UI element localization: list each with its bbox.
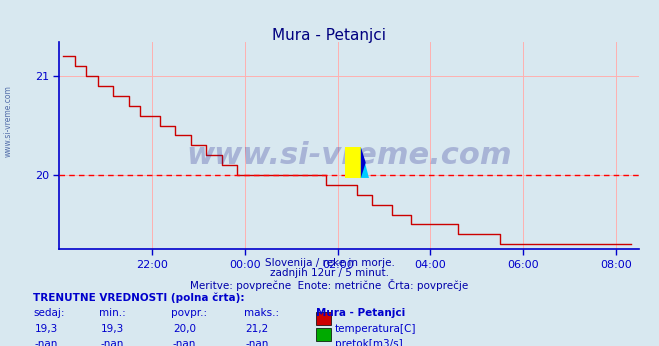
Text: Mura - Petanjci: Mura - Petanjci — [316, 308, 405, 318]
Text: min.:: min.: — [99, 308, 126, 318]
Text: -nan: -nan — [173, 339, 196, 346]
Text: maks.:: maks.: — [244, 308, 279, 318]
Text: Slovenija / reke in morje.: Slovenija / reke in morje. — [264, 258, 395, 268]
Text: 21,2: 21,2 — [245, 324, 269, 334]
Text: www.si-vreme.com: www.si-vreme.com — [3, 85, 13, 157]
Text: temperatura[C]: temperatura[C] — [335, 324, 416, 334]
Polygon shape — [361, 147, 366, 178]
Text: -nan: -nan — [245, 339, 269, 346]
Text: pretok[m3/s]: pretok[m3/s] — [335, 339, 403, 346]
Text: Meritve: povprečne  Enote: metrične  Črta: povprečje: Meritve: povprečne Enote: metrične Črta:… — [190, 279, 469, 291]
Text: 19,3: 19,3 — [34, 324, 58, 334]
Text: povpr.:: povpr.: — [171, 308, 208, 318]
Text: www.si-vreme.com: www.si-vreme.com — [186, 141, 512, 170]
Text: sedaj:: sedaj: — [33, 308, 65, 318]
Bar — [345, 147, 361, 178]
Text: 20,0: 20,0 — [173, 324, 196, 334]
Text: -nan: -nan — [34, 339, 58, 346]
Text: Mura - Petanjci: Mura - Petanjci — [273, 28, 386, 43]
Text: TRENUTNE VREDNOSTI (polna črta):: TRENUTNE VREDNOSTI (polna črta): — [33, 292, 244, 303]
Text: zadnjih 12ur / 5 minut.: zadnjih 12ur / 5 minut. — [270, 268, 389, 278]
Text: -nan: -nan — [100, 339, 124, 346]
Polygon shape — [361, 147, 369, 178]
Text: 19,3: 19,3 — [100, 324, 124, 334]
